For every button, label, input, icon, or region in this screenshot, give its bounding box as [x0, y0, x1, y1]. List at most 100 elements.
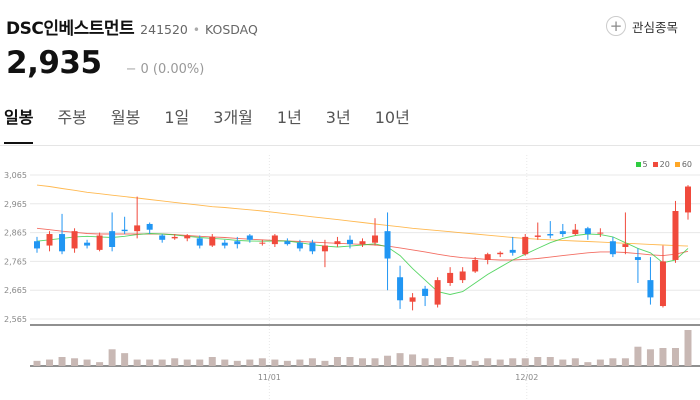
candle-body [409, 297, 416, 302]
volume-bar [384, 355, 392, 366]
watchlist-label: 관심종목 [631, 19, 678, 35]
add-watchlist-button[interactable]: + 관심종목 [605, 16, 678, 36]
volume-bar [646, 349, 654, 366]
candle-body [597, 232, 604, 234]
candle-body [622, 244, 629, 247]
candle-body [209, 236, 216, 246]
tab-1year[interactable]: 1년 [276, 108, 302, 127]
candle-body [46, 234, 53, 246]
volume-bar [684, 330, 692, 366]
candle-body [171, 236, 178, 239]
volume-bar [496, 359, 504, 366]
volume-bar [446, 357, 454, 366]
candle-body [659, 261, 666, 307]
separator-dot: • [192, 23, 200, 37]
volume-bar [246, 359, 254, 366]
tab-daily[interactable]: 일봉 [4, 104, 34, 144]
candle-body [397, 277, 404, 301]
volume-bar [609, 358, 617, 366]
candle-body [672, 211, 679, 260]
no-change-icon: − [125, 62, 137, 77]
candle-body [309, 242, 316, 252]
volume-bar [359, 358, 366, 366]
candle-body [472, 259, 479, 272]
volume-bar [196, 359, 204, 366]
candle-body [84, 242, 91, 246]
x-tick-label: 12/02 [515, 373, 538, 382]
volume-bar [208, 357, 216, 366]
volume-bar [221, 359, 229, 366]
candle-body [372, 235, 379, 243]
candle-body [159, 235, 166, 240]
candle-body [184, 235, 191, 239]
tab-3months[interactable]: 3개월 [213, 108, 253, 127]
volume-bar [296, 359, 304, 366]
volume-bar [233, 360, 241, 366]
volume-bar [584, 362, 592, 366]
legend-ma60: 60 [674, 160, 692, 169]
volume-bar [559, 359, 567, 366]
candle-body [547, 234, 554, 236]
volume-bar [58, 357, 66, 366]
stock-code: 241520 [140, 22, 188, 37]
volume-bar [71, 358, 79, 366]
candle-body [221, 242, 228, 246]
y-tick-label: 2,865 [4, 229, 27, 238]
candle-body [259, 242, 266, 244]
volume-bar [621, 358, 629, 366]
candle-body [134, 225, 141, 232]
candle-body [346, 239, 353, 245]
candle-body [321, 245, 328, 252]
candle-body [509, 249, 516, 253]
volume-bar [33, 360, 41, 366]
tab-10years[interactable]: 10년 [374, 108, 410, 127]
y-tick-label: 3,065 [4, 171, 27, 180]
candle-body [359, 241, 366, 245]
y-tick-label: 2,965 [4, 200, 27, 209]
candle-body [685, 186, 691, 213]
volume-bar [509, 358, 517, 366]
candlestick-chart[interactable]: 3,065 2,965 2,865 2,765 2,665 2,565 11/01 12/02 [0, 155, 700, 400]
price-row: 2,935 −0 (0.00%) [6, 45, 204, 81]
volume-bar [333, 357, 341, 366]
volume-bar [634, 346, 642, 366]
candle-body [534, 235, 541, 237]
volume-bar [346, 357, 354, 366]
volume-bar [459, 359, 467, 366]
volume-bar [421, 358, 429, 366]
volume-bar [283, 360, 291, 366]
volume-bar [146, 359, 154, 366]
stock-name: DSC인베스트먼트 [6, 19, 135, 39]
y-tick-label: 2,565 [4, 315, 27, 324]
tab-weekly[interactable]: 주봉 [57, 108, 87, 127]
candle-body [422, 288, 429, 296]
legend-swatch-icon [674, 162, 680, 167]
candle-body [434, 280, 441, 305]
candle-body [459, 271, 466, 281]
legend-swatch-icon [652, 162, 658, 167]
volume-bar [96, 362, 104, 366]
volume-bar [596, 359, 604, 366]
candle-body [609, 241, 616, 255]
candle-body [109, 231, 116, 247]
volume-bar [171, 358, 179, 366]
tab-3years[interactable]: 3년 [325, 108, 351, 127]
candle-body [71, 231, 78, 249]
volume-bar [108, 349, 116, 366]
candle-body [146, 223, 153, 230]
plus-circle-icon: + [605, 16, 626, 36]
candle-body [96, 235, 103, 250]
tab-1day[interactable]: 1일 [164, 108, 190, 127]
current-price: 2,935 [6, 45, 102, 81]
ma-legend: 5 20 60 [631, 160, 692, 169]
volume-bar [258, 358, 266, 366]
candle-body [522, 236, 529, 255]
volume-bar [396, 353, 404, 366]
volume-bar [671, 348, 679, 366]
volume-bar [484, 358, 492, 366]
candle-body [271, 235, 278, 245]
tab-monthly[interactable]: 월봉 [110, 108, 141, 127]
volume-bar [271, 359, 279, 366]
legend-swatch-icon [635, 162, 641, 167]
volume-bar [121, 353, 129, 366]
